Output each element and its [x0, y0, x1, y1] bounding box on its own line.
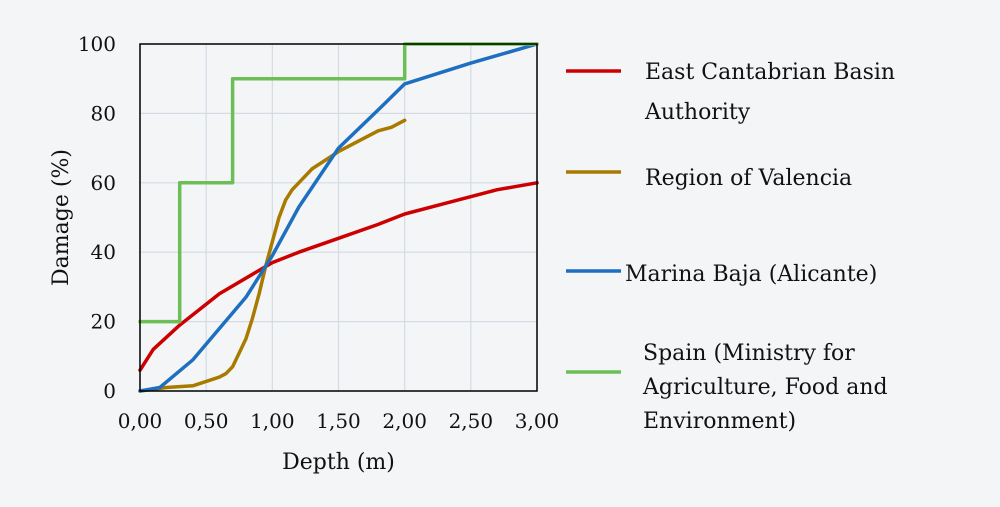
x-tick-label: 0,00 — [118, 409, 163, 433]
series-line-3 — [138, 42, 539, 324]
legend-label: Spain (Ministry for — [643, 341, 855, 366]
legend-label: Agriculture, Food and — [642, 375, 888, 400]
series-line-2 — [138, 42, 539, 393]
y-tick-label: 40 — [91, 240, 116, 264]
x-tick-label: 1,00 — [250, 409, 295, 433]
plot-frame — [139, 43, 538, 392]
y-axis-title: Damage (%) — [49, 149, 74, 286]
x-axis-title: Depth (m) — [282, 450, 395, 475]
y-tick-label: 80 — [91, 101, 116, 125]
y-tick-label: 60 — [91, 171, 116, 195]
x-tick-label: 2,00 — [382, 409, 427, 433]
legend-label: Marina Baja (Alicante) — [625, 262, 877, 287]
y-tick-labels: 0 20 40 60 80 100 — [78, 32, 116, 403]
legend-label: Region of Valencia — [645, 166, 852, 191]
series-line-0 — [138, 181, 539, 372]
legend-label: Authority — [644, 100, 751, 125]
x-tick-label: 1,50 — [316, 409, 361, 433]
grid — [139, 43, 538, 392]
x-tick-label: 3,00 — [515, 409, 560, 433]
y-tick-label: 20 — [91, 310, 116, 334]
legend-label: East Cantabrian Basin — [645, 60, 895, 85]
x-tick-label: 2,50 — [449, 409, 494, 433]
y-tick-label: 0 — [103, 379, 116, 403]
y-tick-label: 100 — [78, 32, 116, 56]
x-tick-labels: 0,00 0,50 1,00 1,50 2,00 2,50 3,00 — [118, 409, 560, 433]
legend: East Cantabrian Basin Authority Region of … — [566, 60, 895, 434]
legend-label: Environment) — [643, 409, 796, 434]
x-tick-label: 0,50 — [184, 409, 229, 433]
series-line-1 — [138, 118, 407, 393]
series-layer — [138, 42, 539, 393]
